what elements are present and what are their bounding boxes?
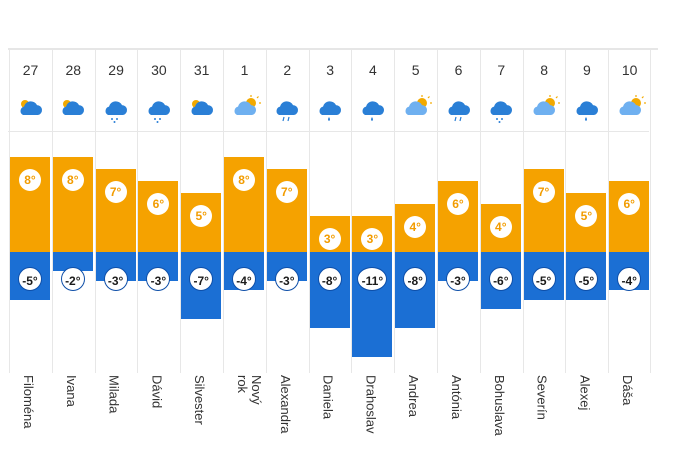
min-temp-label: -3° xyxy=(447,268,469,290)
day-number: 28 xyxy=(65,62,82,78)
day-column xyxy=(180,50,223,373)
name-day: Dáša xyxy=(620,375,636,406)
name-day: Daniela xyxy=(320,375,336,420)
day-number: 4 xyxy=(368,62,377,78)
top-divider xyxy=(8,48,658,50)
min-temp-label: -7° xyxy=(190,268,213,290)
day-number: 1 xyxy=(240,62,249,78)
name-day: Andrea xyxy=(406,375,422,417)
day-number: 10 xyxy=(621,62,638,78)
min-temp-label: -5° xyxy=(532,268,555,290)
cloud-snow-icon xyxy=(137,94,180,124)
min-temp-label: -6° xyxy=(489,268,512,290)
max-temp-label: 5° xyxy=(190,204,213,227)
min-temp-bar xyxy=(309,252,350,328)
name-day: Alexej xyxy=(577,375,593,411)
day-column xyxy=(522,50,566,373)
day-number: 6 xyxy=(454,62,463,78)
day-column xyxy=(137,50,180,373)
cloud-drop-icon xyxy=(309,94,352,124)
max-temp-label: 7° xyxy=(275,180,298,203)
max-temp-label: 6° xyxy=(147,192,170,215)
min-temp-bar xyxy=(52,252,93,271)
day-column xyxy=(394,50,437,373)
cloud-snow-icon xyxy=(480,94,523,124)
max-temp-label: 8° xyxy=(61,168,84,191)
min-temp-bar xyxy=(395,252,436,328)
sun-cloud-icon xyxy=(523,94,566,124)
cloud-sun-icon xyxy=(180,94,223,124)
day-column xyxy=(94,50,138,373)
day-column xyxy=(308,50,352,373)
name-day: Silvester xyxy=(192,375,208,425)
day-column xyxy=(223,50,266,373)
max-temp-bar xyxy=(609,180,650,252)
name-day: Bohuslava xyxy=(491,375,507,436)
max-temp-label: 4° xyxy=(404,216,427,239)
day-number: 29 xyxy=(108,62,124,78)
cloud-snow-icon xyxy=(95,94,138,124)
day-number: 7 xyxy=(497,62,506,78)
grid-line-icons xyxy=(8,131,649,132)
day-number: 3 xyxy=(326,62,334,78)
name-day: Drahoslav xyxy=(363,375,379,434)
name-day: Dávid xyxy=(149,375,165,409)
min-temp-label: -3° xyxy=(275,268,298,290)
max-temp-label: 5° xyxy=(575,204,598,227)
min-temp-label: -8° xyxy=(404,268,427,290)
sun-cloud-icon xyxy=(394,94,437,124)
min-temp-label: -4° xyxy=(618,268,641,290)
cloud-sun-icon xyxy=(52,94,95,124)
day-number: 5 xyxy=(411,62,420,78)
cloud-drop-icon xyxy=(565,94,608,124)
name-day: Severín xyxy=(534,375,550,420)
min-temp-label: -11° xyxy=(358,268,387,290)
min-temp-label: -3° xyxy=(147,268,170,290)
max-temp-label: 7° xyxy=(532,180,555,203)
max-temp-label: 4° xyxy=(489,216,512,239)
day-column xyxy=(9,50,52,373)
max-temp-label: 3° xyxy=(361,228,384,251)
min-temp-label: -4° xyxy=(233,268,255,290)
cloud-rain-icon xyxy=(266,94,309,124)
name-day: Alexandra xyxy=(277,375,293,434)
cloud-drop-icon xyxy=(351,94,394,124)
cloud-sun-icon xyxy=(9,94,52,124)
day-column xyxy=(608,50,652,373)
name-day: Antónia xyxy=(449,375,464,420)
max-temp-label: 3° xyxy=(318,228,341,251)
day-number: 31 xyxy=(193,62,210,78)
day-column xyxy=(565,50,608,373)
day-number: 30 xyxy=(151,62,167,78)
day-number: 27 xyxy=(22,62,39,78)
max-temp-label: 8° xyxy=(233,168,255,191)
name-day: Nový rok xyxy=(235,375,264,405)
min-temp-label: -3° xyxy=(104,268,127,290)
sun-cloud-icon xyxy=(608,94,651,124)
sun-cloud-icon xyxy=(223,94,266,124)
day-column xyxy=(351,50,394,373)
name-day: Milada xyxy=(106,375,122,414)
name-day: Filoména xyxy=(21,375,36,429)
max-temp-bar xyxy=(438,180,478,252)
min-temp-label: -8° xyxy=(318,268,341,290)
max-temp-label: 6° xyxy=(618,192,641,215)
min-temp-label: -5° xyxy=(575,268,598,290)
min-temp-label: -5° xyxy=(19,268,41,290)
max-temp-label: 8° xyxy=(19,168,41,191)
day-number: 9 xyxy=(582,62,591,78)
day-column xyxy=(51,50,95,373)
day-column xyxy=(479,50,523,373)
day-number: 8 xyxy=(540,62,548,78)
cloud-rain-icon xyxy=(437,94,480,124)
day-column xyxy=(437,50,480,373)
max-temp-label: 7° xyxy=(104,180,127,203)
day-number: 2 xyxy=(283,62,292,78)
max-temp-label: 6° xyxy=(447,192,469,215)
max-temp-bar xyxy=(138,180,179,252)
name-day: Ivana xyxy=(63,375,79,407)
min-temp-label: -2° xyxy=(61,268,84,290)
day-column xyxy=(265,50,309,373)
